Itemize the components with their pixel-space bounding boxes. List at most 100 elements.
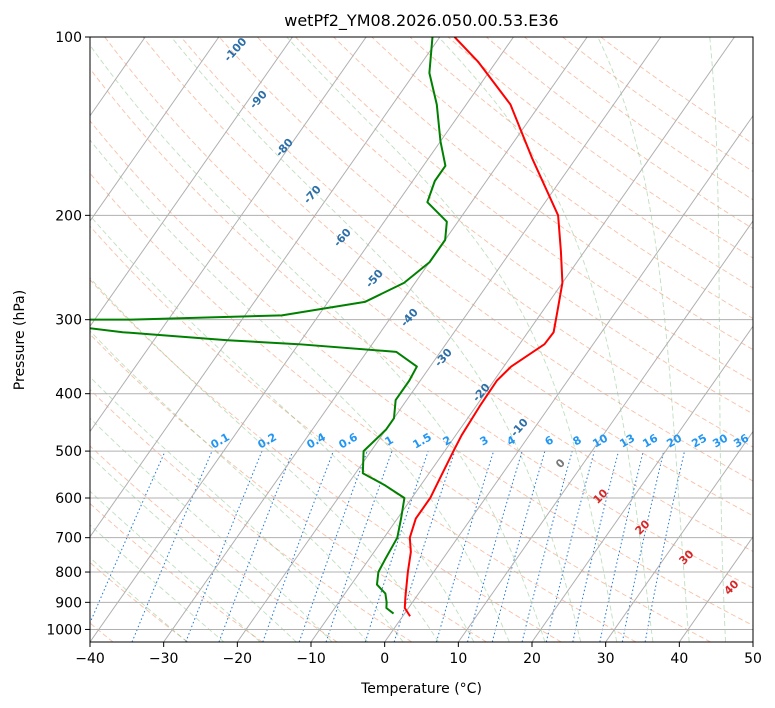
- mixing-ratio-label: 3: [478, 433, 491, 448]
- moist-adiabat-label: 20: [633, 517, 653, 537]
- moist-adiabat-label: 10: [591, 486, 611, 506]
- isotherm-gridline: [384, 114, 753, 642]
- y-tick-label: 800: [55, 565, 82, 581]
- mixing-ratio-line: [467, 450, 523, 642]
- isotherm-gridline: [678, 535, 753, 642]
- mixing-ratio-line: [90, 450, 166, 625]
- mixing-ratio-label: 20: [664, 431, 684, 450]
- mixing-ratio-label: 1.5: [411, 430, 434, 451]
- x-tick-label: −30: [149, 651, 179, 667]
- dry-adiabat-line: [90, 445, 338, 642]
- dry-adiabat-label: -30: [432, 346, 455, 370]
- dry-adiabat-line: [90, 225, 637, 642]
- x-tick-label: 0: [380, 651, 389, 667]
- x-tick-label: 20: [523, 651, 541, 667]
- temperature-profile-line: [403, 37, 564, 617]
- mixing-ratio-label: 36: [731, 431, 751, 450]
- mixing-ratio-label: 8: [571, 433, 584, 448]
- dewpoint-profile-line: [90, 37, 448, 615]
- mixing-ratio-label: 13: [617, 432, 637, 451]
- x-tick-label: 40: [670, 651, 688, 667]
- mixing-ratio-label: 0.6: [337, 430, 361, 451]
- y-tick-label: 900: [55, 595, 82, 611]
- isotherm-gridline: [605, 430, 753, 642]
- dry-adiabat-line: [486, 37, 753, 230]
- mixing-ratio-label: 25: [689, 432, 709, 451]
- x-axis-ticks: −40 −30 −20 −10 0 10 20 30 40 50: [75, 642, 762, 667]
- x-tick-label: 30: [597, 651, 615, 667]
- moist-adiabat-line: [90, 277, 439, 642]
- dry-adiabat-line: [218, 37, 753, 448]
- mixing-ratio-line: [435, 450, 495, 642]
- isotherm-gridline: [90, 37, 293, 328]
- y-axis-ticks: 100 200 300 400 500 600 700 800 900 1000: [46, 30, 90, 638]
- mixing-ratio-label: 10: [590, 431, 610, 450]
- mixing-ratio-line: [298, 450, 368, 642]
- dry-adiabat-line: [90, 333, 487, 642]
- dry-adiabat-line: [90, 561, 188, 642]
- isotherm-gridline: [457, 220, 753, 642]
- dry-adiabat-label: -100: [221, 35, 249, 64]
- y-tick-label: 100: [55, 30, 82, 46]
- y-tick-label: 600: [55, 491, 82, 507]
- mixing-ratio-line: [364, 450, 429, 642]
- moist-adiabat-line: [90, 376, 369, 642]
- mixing-ratio-label: 0.2: [256, 430, 279, 451]
- dry-adiabat-label: -70: [301, 183, 324, 207]
- mixing-ratio-line: [325, 450, 393, 642]
- mixing-ratio-line: [185, 450, 263, 642]
- dry-adiabat-line: [371, 37, 753, 319]
- dry-adiabat-line: [90, 68, 753, 589]
- moist-adiabat-line: [90, 214, 475, 642]
- mixing-ratio-line: [218, 450, 294, 642]
- mixing-ratio-label: 30: [710, 431, 730, 450]
- chart-title: wetPf2_YM08.2026.050.00.53.E36: [284, 11, 558, 31]
- dry-adiabat-line: [90, 120, 753, 626]
- moist-adiabat-line: [90, 139, 510, 642]
- y-tick-label: 300: [55, 313, 82, 329]
- dry-adiabat-line: [104, 37, 753, 552]
- dry-adiabat-label: -40: [398, 306, 421, 330]
- line-labels: -100-90-80-70-60-50-40-30-20-100.1 0.2 0.4…: [209, 35, 752, 598]
- mixing-ratio-line: [644, 450, 686, 642]
- isotherm-gridline: [90, 37, 367, 433]
- y-tick-label: 1000: [46, 622, 82, 638]
- dry-adiabat-line: [295, 37, 753, 382]
- isotherm-gridline: [531, 325, 753, 642]
- dry-adiabat-line: [180, 37, 753, 482]
- dry-adiabat-line: [90, 279, 562, 642]
- isotherm-gridline: [752, 641, 753, 642]
- background-lines: [90, 37, 753, 642]
- dry-adiabat-line: [142, 37, 753, 517]
- isotherm-gridline: [90, 37, 514, 642]
- y-tick-label: 700: [55, 531, 82, 547]
- mixing-ratio-label: 16: [640, 431, 660, 450]
- mixing-ratio-line: [491, 450, 546, 642]
- dry-adiabat-line: [409, 37, 753, 289]
- dry-adiabat-line: [447, 37, 753, 259]
- moist-adiabat-line: [709, 37, 727, 642]
- moist-adiabat-line: [90, 557, 188, 642]
- mixing-ratio-line: [599, 450, 644, 642]
- mixing-ratio-label: 1: [383, 433, 396, 448]
- mixing-ratio-line: [521, 450, 573, 642]
- dry-adiabat-line: [257, 37, 753, 415]
- mixing-ratio-line: [131, 450, 213, 642]
- plot-frame: [89, 36, 754, 643]
- x-axis-label: Temperature (°C): [360, 681, 482, 697]
- dry-adiabat-line: [333, 37, 753, 351]
- y-tick-label: 200: [55, 208, 82, 224]
- profile-lines: [90, 37, 564, 617]
- x-tick-label: −20: [223, 651, 253, 667]
- moist-adiabat-line: [597, 37, 690, 642]
- moist-adiabat-line: [438, 37, 654, 642]
- moist-adiabat-line: [90, 417, 333, 642]
- moist-adiabat-line: [90, 524, 225, 642]
- moist-adiabat-line: [90, 455, 297, 642]
- dry-adiabat-line: [90, 172, 711, 642]
- isotherm-gridline: [310, 37, 735, 642]
- isotherm-gridline: [90, 37, 220, 222]
- x-tick-label: −10: [296, 651, 326, 667]
- mixing-ratio-label: 0.4: [305, 430, 329, 451]
